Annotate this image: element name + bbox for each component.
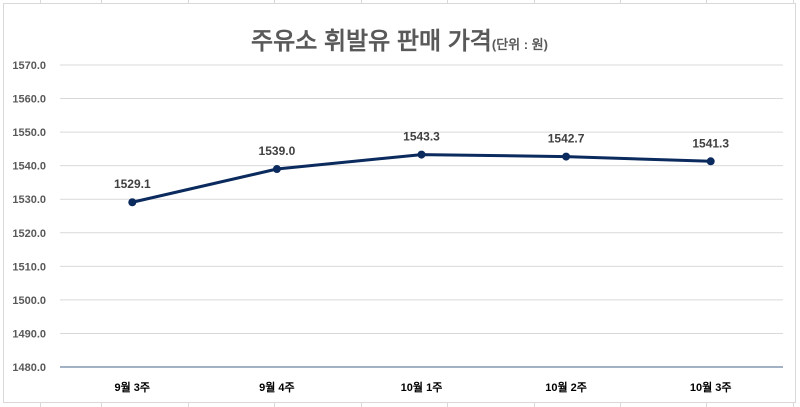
data-label: 1542.7 <box>548 132 585 146</box>
x-tick-label: 9월 3주 <box>115 380 151 394</box>
data-point-marker[interactable] <box>272 165 281 174</box>
data-point-marker[interactable] <box>562 152 571 161</box>
data-labels: 1529.1 1539.0 1543.3 1542.7 1541.3 <box>114 130 729 192</box>
y-tick-label: 1480.0 <box>12 362 46 374</box>
series-line[interactable] <box>130 153 713 204</box>
x-tick-label: 9월 4주 <box>259 380 295 394</box>
y-tick-label: 1540.0 <box>12 161 46 173</box>
x-tick-label: 10월 3주 <box>690 380 732 394</box>
data-series <box>128 150 715 207</box>
y-axis: 1570.0 1560.0 1550.0 1540.0 1530.0 1520.0 1510… <box>12 60 46 374</box>
chart-title: 주유소 휘발유 판매 가격(단위 : 원) <box>4 21 795 56</box>
y-tick-label: 1550.0 <box>12 127 46 139</box>
chart-title-unit: (단위 : 원) <box>491 37 548 52</box>
data-label: 1543.3 <box>403 130 440 144</box>
x-axis: 9월 3주 9월 4주 10월 1주 10월 2주 10월 3주 <box>115 380 732 394</box>
y-tick-label: 1560.0 <box>12 94 46 106</box>
y-tick-label: 1570.0 <box>12 60 46 72</box>
chart-title-text: 주유소 휘발유 판매 가격 <box>251 28 492 55</box>
y-tick-label: 1520.0 <box>12 228 46 240</box>
data-point-marker[interactable] <box>128 198 137 207</box>
data-label: 1541.3 <box>692 136 729 150</box>
data-point-marker[interactable] <box>417 150 426 159</box>
data-point-marker[interactable] <box>706 157 715 166</box>
data-label: 1529.1 <box>114 177 151 191</box>
y-tick-label: 1500.0 <box>12 295 46 307</box>
y-tick-label: 1490.0 <box>12 328 46 340</box>
x-tick-label: 10월 2주 <box>545 380 587 394</box>
data-label: 1539.0 <box>259 144 296 158</box>
x-tick-label: 10월 1주 <box>401 380 443 394</box>
y-tick-label: 1530.0 <box>12 194 46 206</box>
y-tick-label: 1510.0 <box>12 261 46 273</box>
gridlines <box>60 64 783 368</box>
